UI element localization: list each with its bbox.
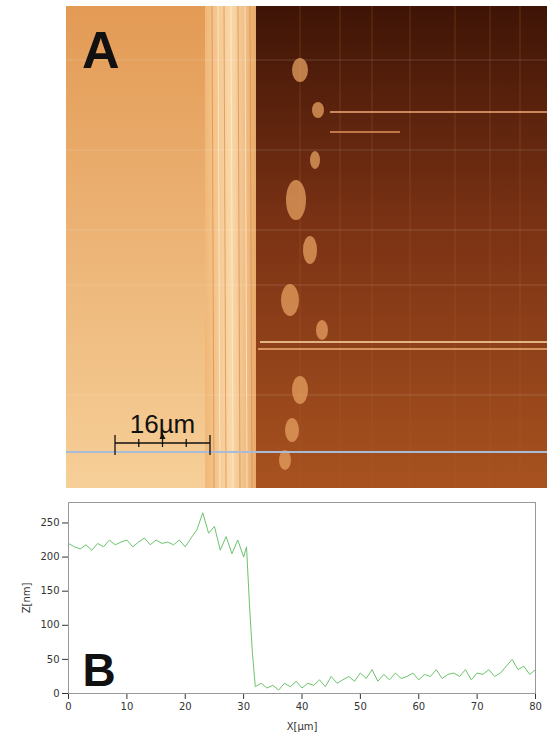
svg-text:X[µm]: X[µm] (287, 721, 318, 732)
svg-text:150: 150 (40, 585, 59, 596)
svg-text:20: 20 (179, 701, 192, 712)
svg-text:30: 30 (237, 701, 250, 712)
svg-text:80: 80 (529, 701, 542, 712)
svg-text:50: 50 (47, 654, 60, 665)
svg-text:100: 100 (40, 619, 59, 630)
svg-text:0: 0 (65, 701, 71, 712)
svg-text:0: 0 (53, 688, 59, 699)
svg-text:10: 10 (121, 701, 134, 712)
svg-text:70: 70 (471, 701, 484, 712)
svg-text:Z[nm]: Z[nm] (21, 583, 32, 614)
svg-text:A: A (82, 21, 120, 79)
svg-text:250: 250 (40, 517, 59, 528)
svg-text:40: 40 (296, 701, 309, 712)
svg-text:50: 50 (354, 701, 367, 712)
svg-text:60: 60 (412, 701, 425, 712)
svg-text:16µm: 16µm (130, 409, 196, 439)
svg-text:200: 200 (40, 551, 59, 562)
svg-text:B: B (83, 644, 116, 696)
